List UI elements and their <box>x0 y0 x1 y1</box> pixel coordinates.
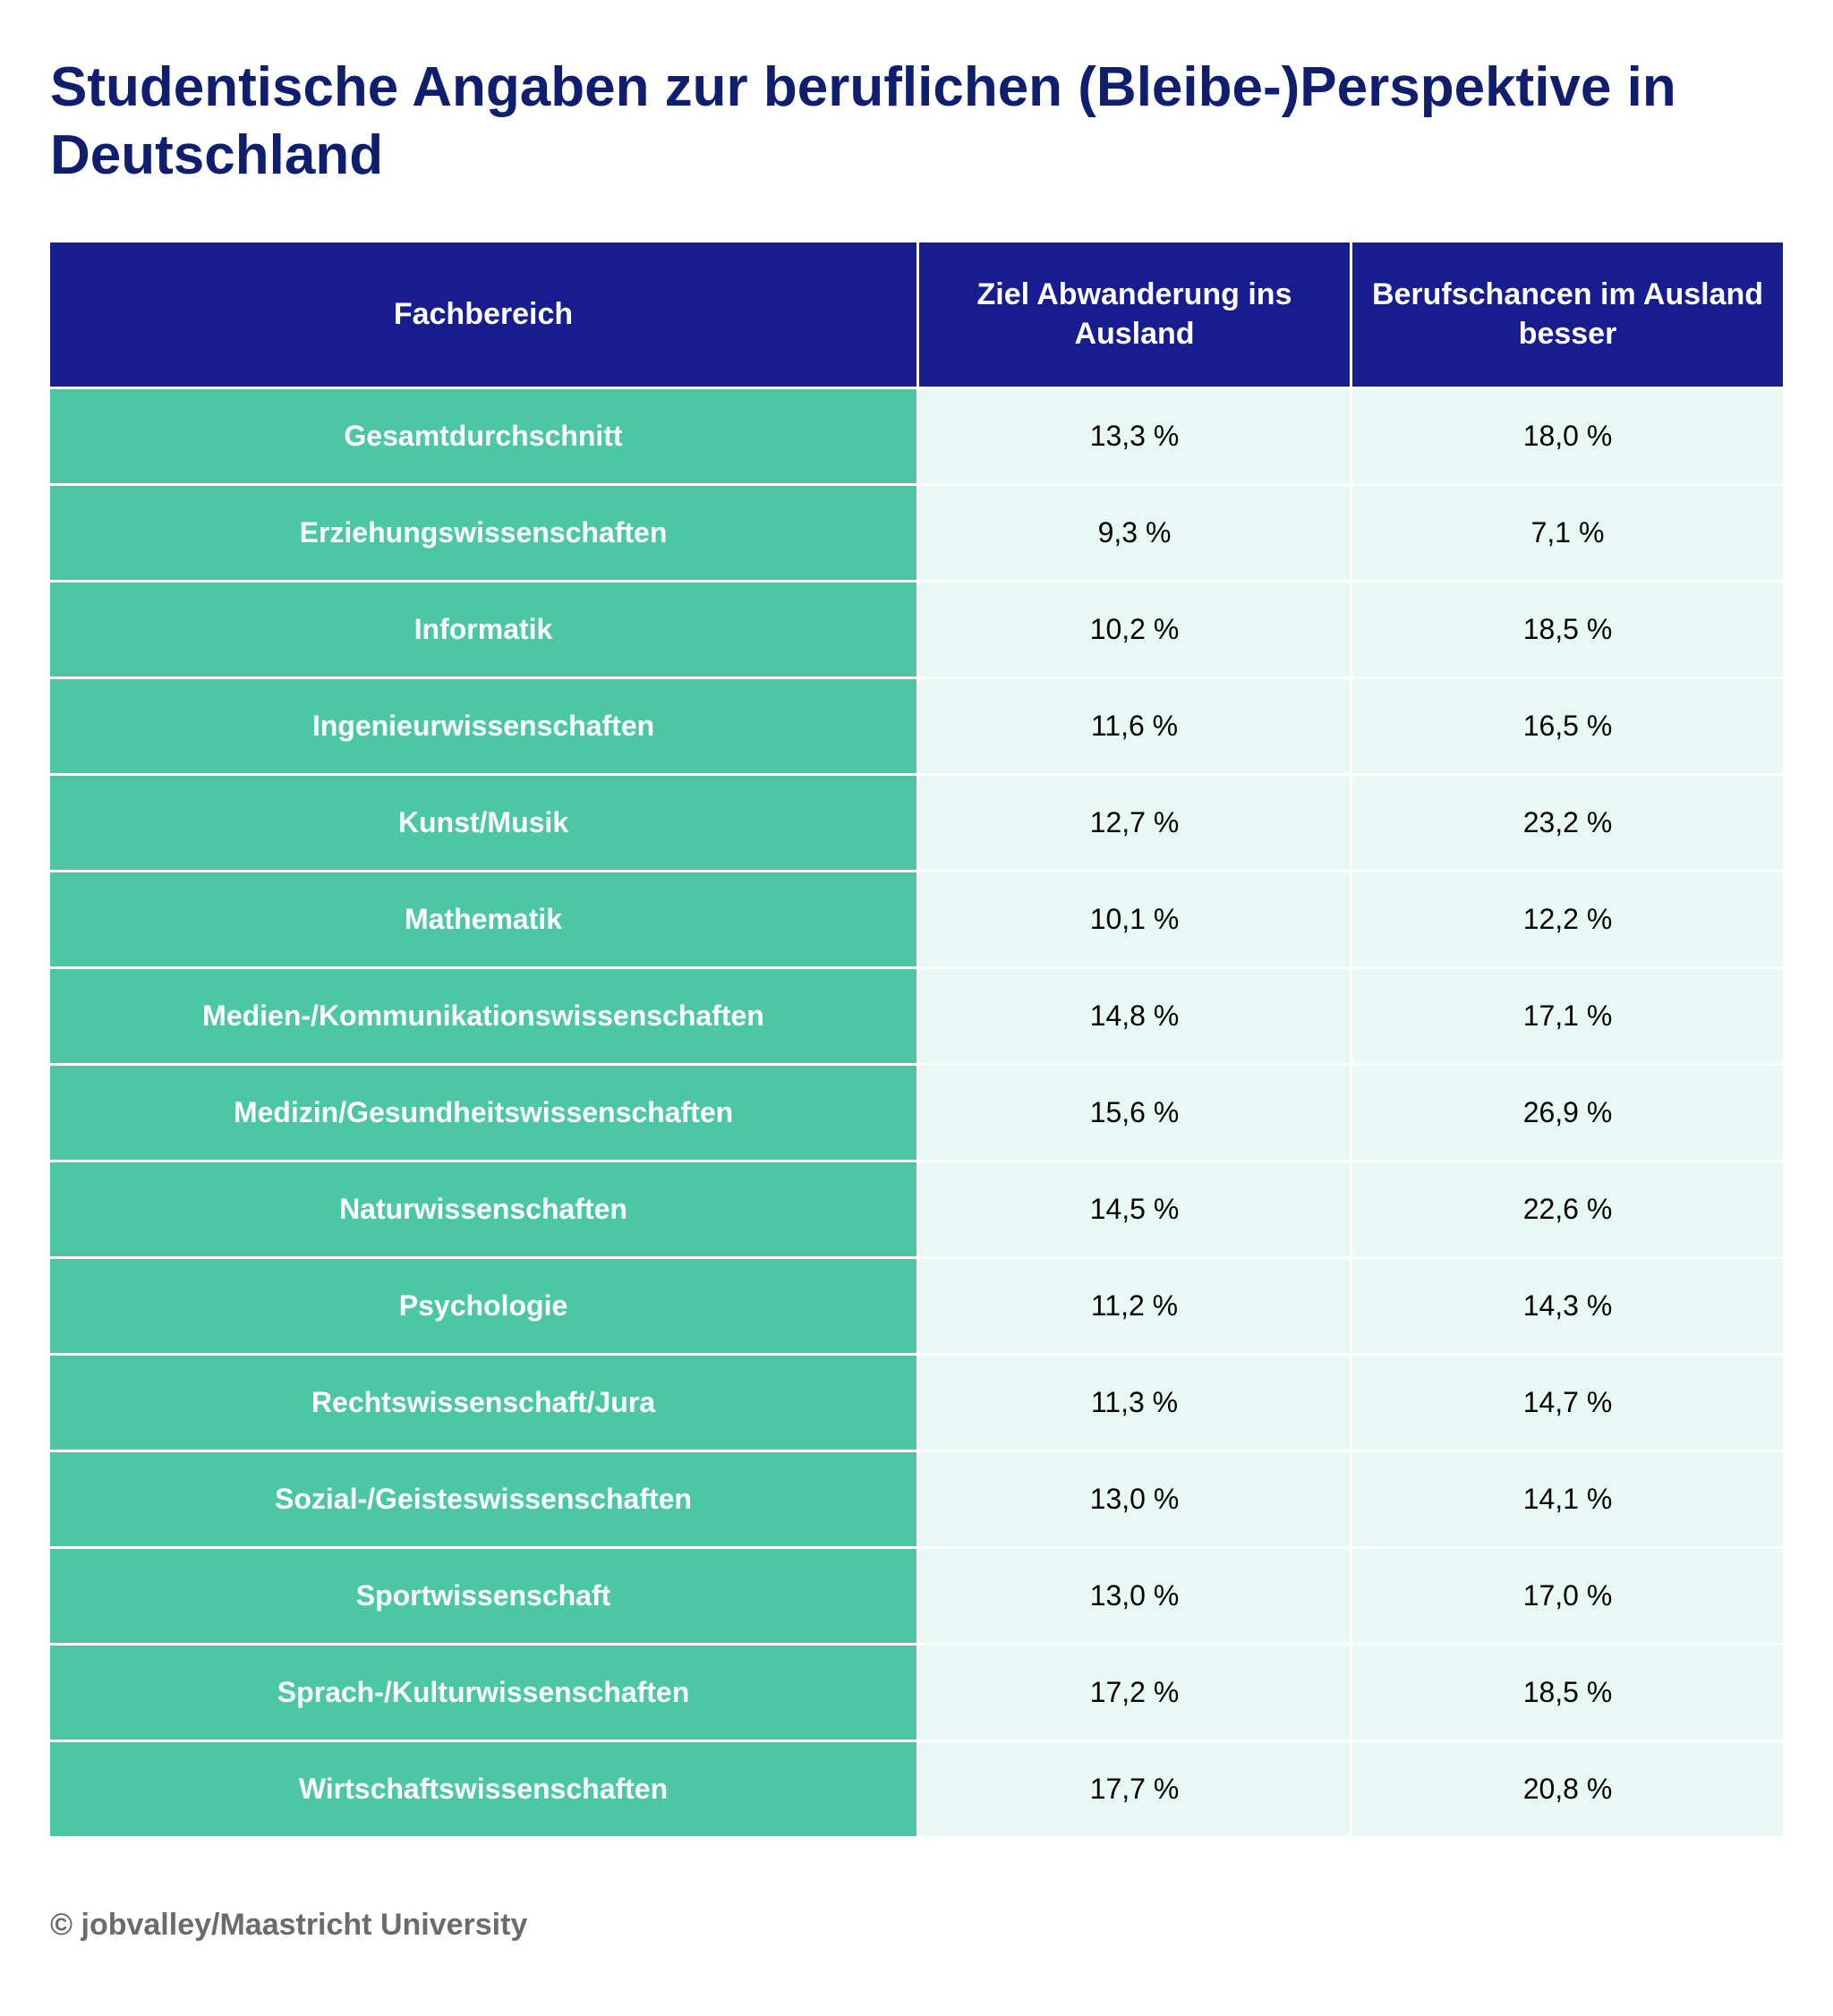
cell-subject: Gesamtdurchschnitt <box>50 387 916 483</box>
table-row: Wirtschaftswissenschaften17,7 %20,8 % <box>50 1740 1783 1836</box>
cell-emigration: 10,2 % <box>916 580 1350 676</box>
cell-better-abroad: 20,8 % <box>1350 1740 1783 1836</box>
data-table: Fachbereich Ziel Abwanderung ins Ausland… <box>50 242 1783 1835</box>
table-row: Sportwissenschaft13,0 %17,0 % <box>50 1546 1783 1643</box>
cell-emigration: 13,0 % <box>916 1546 1350 1643</box>
cell-emigration: 11,3 % <box>916 1353 1350 1450</box>
table-row: Psychologie11,2 %14,3 % <box>50 1256 1783 1353</box>
credit-line: © jobvalley/Maastricht University <box>50 1908 1783 1943</box>
cell-emigration: 11,6 % <box>916 676 1350 773</box>
cell-better-abroad: 12,2 % <box>1350 870 1783 966</box>
cell-emigration: 15,6 % <box>916 1063 1350 1160</box>
table-row: Informatik10,2 %18,5 % <box>50 580 1783 676</box>
cell-better-abroad: 26,9 % <box>1350 1063 1783 1160</box>
col-header-better-abroad: Berufschancen im Ausland besser <box>1350 242 1783 386</box>
cell-better-abroad: 17,1 % <box>1350 966 1783 1063</box>
table-row: Mathematik10,1 %12,2 % <box>50 870 1783 966</box>
cell-better-abroad: 7,1 % <box>1350 483 1783 580</box>
cell-subject: Medizin/Gesundheitswissenschaften <box>50 1063 916 1160</box>
cell-better-abroad: 18,0 % <box>1350 387 1783 483</box>
cell-subject: Erziehungswissenschaften <box>50 483 916 580</box>
table-row: Rechtswissenschaft/Jura11,3 %14,7 % <box>50 1353 1783 1450</box>
table-row: Erziehungswissenschaften9,3 %7,1 % <box>50 483 1783 580</box>
table-body: Gesamtdurchschnitt13,3 %18,0 %Erziehungs… <box>50 387 1783 1836</box>
cell-emigration: 13,0 % <box>916 1450 1350 1546</box>
cell-better-abroad: 22,6 % <box>1350 1160 1783 1256</box>
cell-better-abroad: 18,5 % <box>1350 580 1783 676</box>
cell-better-abroad: 18,5 % <box>1350 1643 1783 1740</box>
cell-better-abroad: 23,2 % <box>1350 773 1783 870</box>
table-row: Sozial-/Geisteswissenschaften13,0 %14,1 … <box>50 1450 1783 1546</box>
cell-emigration: 14,5 % <box>916 1160 1350 1256</box>
table-header: Fachbereich Ziel Abwanderung ins Ausland… <box>50 242 1783 386</box>
cell-better-abroad: 14,1 % <box>1350 1450 1783 1546</box>
table-row: Naturwissenschaften14,5 %22,6 % <box>50 1160 1783 1256</box>
cell-subject: Naturwissenschaften <box>50 1160 916 1256</box>
col-header-subject: Fachbereich <box>50 242 916 386</box>
cell-subject: Rechtswissenschaft/Jura <box>50 1353 916 1450</box>
cell-better-abroad: 16,5 % <box>1350 676 1783 773</box>
cell-emigration: 17,7 % <box>916 1740 1350 1836</box>
col-header-emigration: Ziel Abwanderung ins Ausland <box>916 242 1350 386</box>
cell-subject: Sportwissenschaft <box>50 1546 916 1643</box>
cell-subject: Mathematik <box>50 870 916 966</box>
cell-emigration: 10,1 % <box>916 870 1350 966</box>
cell-emigration: 12,7 % <box>916 773 1350 870</box>
table-row: Medien-/Kommunikationswissenschaften14,8… <box>50 966 1783 1063</box>
cell-subject: Kunst/Musik <box>50 773 916 870</box>
cell-subject: Sprach-/Kulturwissenschaften <box>50 1643 916 1740</box>
cell-subject: Medien-/Kommunikationswissenschaften <box>50 966 916 1063</box>
cell-emigration: 14,8 % <box>916 966 1350 1063</box>
cell-emigration: 13,3 % <box>916 387 1350 483</box>
cell-subject: Wirtschaftswissenschaften <box>50 1740 916 1836</box>
cell-better-abroad: 14,7 % <box>1350 1353 1783 1450</box>
cell-subject: Sozial-/Geisteswissenschaften <box>50 1450 916 1546</box>
cell-better-abroad: 14,3 % <box>1350 1256 1783 1353</box>
table-row: Ingenieurwissenschaften11,6 %16,5 % <box>50 676 1783 773</box>
table-row: Kunst/Musik12,7 %23,2 % <box>50 773 1783 870</box>
table-row: Sprach-/Kulturwissenschaften17,2 %18,5 % <box>50 1643 1783 1740</box>
cell-emigration: 11,2 % <box>916 1256 1350 1353</box>
cell-subject: Ingenieurwissenschaften <box>50 676 916 773</box>
cell-emigration: 9,3 % <box>916 483 1350 580</box>
cell-emigration: 17,2 % <box>916 1643 1350 1740</box>
cell-subject: Informatik <box>50 580 916 676</box>
cell-better-abroad: 17,0 % <box>1350 1546 1783 1643</box>
table-row: Gesamtdurchschnitt13,3 %18,0 % <box>50 387 1783 483</box>
page-title: Studentische Angaben zur beruflichen (Bl… <box>50 54 1783 189</box>
table-row: Medizin/Gesundheitswissenschaften15,6 %2… <box>50 1063 1783 1160</box>
cell-subject: Psychologie <box>50 1256 916 1353</box>
